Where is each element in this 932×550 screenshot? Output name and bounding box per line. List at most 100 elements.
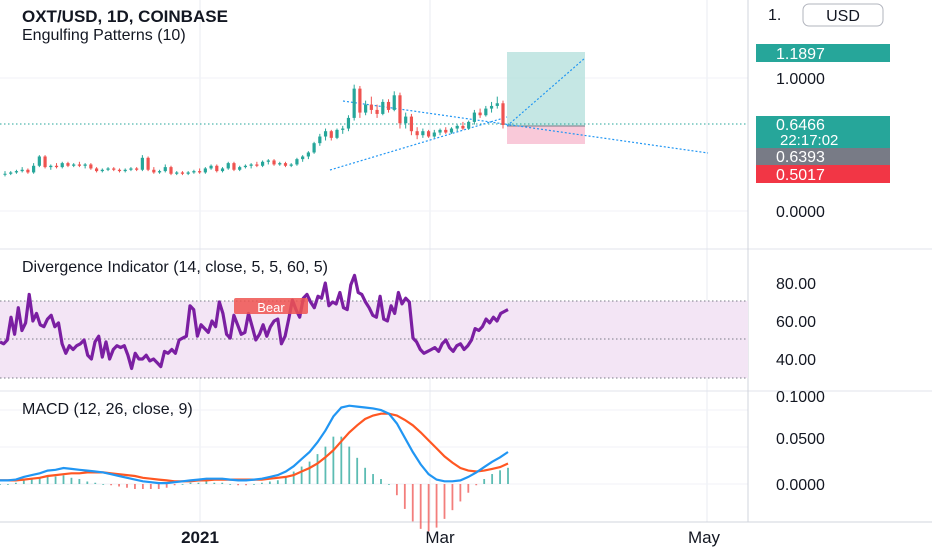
candle[interactable]: [180, 171, 185, 176]
candle[interactable]: [489, 101, 494, 113]
macd-title[interactable]: MACD (12, 26, close, 9): [22, 401, 193, 418]
candle[interactable]: [495, 96, 499, 109]
candle[interactable]: [266, 159, 270, 165]
divergence-title[interactable]: Divergence Indicator (14, close, 5, 5, 6…: [22, 259, 328, 276]
candle[interactable]: [381, 99, 385, 116]
candle[interactable]: [3, 171, 7, 177]
candle[interactable]: [37, 155, 41, 168]
candle[interactable]: [346, 115, 351, 132]
price-pane[interactable]: [0, 52, 748, 177]
candle[interactable]: [449, 127, 454, 134]
divergence-pane[interactable]: Bear: [0, 273, 748, 379]
symbol-title[interactable]: OXT/USD, 1D, COINBASE: [22, 7, 228, 26]
candle[interactable]: [404, 112, 408, 129]
candle[interactable]: [186, 171, 190, 176]
candle[interactable]: [192, 169, 196, 174]
candle[interactable]: [426, 129, 431, 138]
candle[interactable]: [77, 161, 82, 168]
candle[interactable]: [32, 163, 36, 174]
time-axis[interactable]: 2021 Mar May: [181, 528, 720, 547]
candle[interactable]: [112, 167, 116, 172]
candle[interactable]: [49, 164, 53, 170]
candle[interactable]: [169, 165, 173, 176]
candle[interactable]: [392, 91, 396, 112]
candle[interactable]: [43, 155, 47, 169]
candle[interactable]: [54, 163, 59, 169]
candle[interactable]: [283, 161, 288, 168]
candle[interactable]: [238, 165, 242, 172]
candle[interactable]: [323, 128, 328, 141]
candle[interactable]: [60, 161, 64, 169]
candle[interactable]: [117, 168, 122, 173]
wedge-upper-trendline[interactable]: [342, 100, 709, 154]
candle[interactable]: [175, 171, 179, 176]
candle[interactable]: [203, 167, 207, 174]
candle[interactable]: [364, 100, 368, 116]
candle[interactable]: [438, 128, 442, 136]
candle[interactable]: [232, 161, 236, 172]
candles[interactable]: [3, 84, 505, 177]
candle[interactable]: [157, 169, 162, 174]
candle[interactable]: [135, 167, 139, 172]
candle[interactable]: [163, 164, 167, 173]
candle[interactable]: [255, 161, 259, 168]
candle[interactable]: [272, 159, 276, 166]
macd-pane[interactable]: [0, 404, 509, 532]
candle[interactable]: [100, 168, 104, 173]
candle[interactable]: [83, 163, 87, 169]
candle[interactable]: [260, 160, 265, 168]
candle[interactable]: [409, 113, 414, 136]
candle[interactable]: [123, 168, 127, 173]
price-axis[interactable]: 1. USD 1.0000 0.0000 1.1897 0.6466 22:17…: [756, 3, 890, 494]
candle[interactable]: [478, 108, 482, 118]
candle[interactable]: [467, 120, 471, 130]
candle[interactable]: [278, 161, 282, 166]
candle[interactable]: [295, 157, 299, 166]
candle[interactable]: [14, 169, 19, 174]
target-diagonal[interactable]: [506, 57, 586, 127]
candle[interactable]: [369, 96, 373, 114]
candle[interactable]: [72, 163, 76, 168]
candle[interactable]: [243, 164, 248, 169]
candle[interactable]: [129, 167, 133, 172]
wedge-lower-trendline[interactable]: [329, 116, 508, 171]
candle[interactable]: [352, 84, 356, 121]
candle[interactable]: [220, 167, 225, 173]
candle[interactable]: [312, 141, 316, 154]
candle[interactable]: [94, 167, 99, 173]
candle[interactable]: [209, 164, 213, 170]
candle[interactable]: [20, 167, 24, 173]
candle[interactable]: [432, 129, 436, 138]
candle[interactable]: [375, 104, 379, 118]
candle[interactable]: [215, 164, 219, 173]
divergence-oscillator-line[interactable]: [0, 273, 509, 371]
candle[interactable]: [484, 105, 488, 117]
candle[interactable]: [198, 168, 202, 174]
candle[interactable]: [89, 163, 93, 170]
candle[interactable]: [306, 151, 310, 160]
candle[interactable]: [329, 129, 333, 141]
candle[interactable]: [152, 167, 156, 174]
candle[interactable]: [461, 121, 465, 130]
candle[interactable]: [444, 127, 448, 134]
candle[interactable]: [106, 167, 110, 172]
candle[interactable]: [386, 99, 391, 113]
candle[interactable]: [249, 163, 253, 169]
candle[interactable]: [398, 92, 402, 129]
candle[interactable]: [501, 100, 505, 129]
candle[interactable]: [421, 128, 425, 138]
study-title[interactable]: Engulfing Patterns (10): [22, 27, 186, 44]
candle[interactable]: [472, 109, 476, 125]
candle[interactable]: [301, 155, 305, 162]
candle[interactable]: [140, 155, 144, 172]
candle[interactable]: [66, 161, 70, 168]
candle[interactable]: [318, 133, 322, 146]
macd-line[interactable]: [0, 404, 509, 485]
candle[interactable]: [146, 156, 150, 172]
candle[interactable]: [415, 127, 419, 140]
candle[interactable]: [335, 128, 339, 140]
target-zone[interactable]: [507, 52, 585, 126]
currency-button[interactable]: [802, 3, 884, 27]
candle[interactable]: [226, 161, 230, 170]
